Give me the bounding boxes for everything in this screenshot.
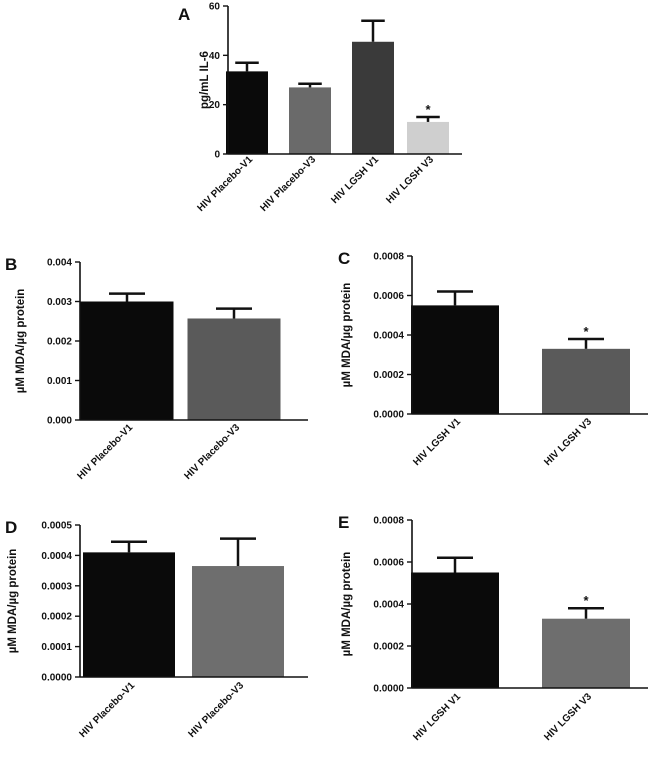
- y-tick-label: 20: [209, 100, 221, 111]
- x-category-label: HIV Placebo-V3: [182, 422, 242, 482]
- y-tick-label: 0.0004: [41, 551, 72, 562]
- bar: [226, 71, 268, 154]
- bar: [542, 348, 630, 414]
- y-tick-label: 0.0006: [373, 291, 404, 302]
- bar: [411, 305, 499, 414]
- x-category-label: HIV LGSH V3: [542, 416, 594, 468]
- y-tick-label: 60: [209, 2, 221, 13]
- panel-e: E * 0.0000 0.0002 0.0004 0.0006 0.0008 HIV LGSH…: [338, 513, 648, 743]
- y-axis-title: pg/mL IL-6: [199, 51, 211, 109]
- y-tick-label: 0.0004: [373, 331, 404, 342]
- y-tick-label: 0.0002: [41, 612, 72, 623]
- y-axis-title: µM MDA/µg protein: [15, 289, 27, 394]
- y-tick-label: 0: [214, 150, 220, 161]
- y-tick-label: 0.0003: [41, 581, 72, 592]
- y-tick-label: 0.0000: [373, 410, 404, 421]
- y-tick-label: 0.0001: [41, 642, 72, 653]
- x-category-label: HIV LGSH V1: [411, 691, 463, 743]
- y-axis-title: µM MDA/µg protein: [341, 283, 353, 388]
- significance-mark: *: [583, 593, 589, 608]
- y-axis-title: µM MDA/µg protein: [341, 552, 353, 657]
- y-tick-label: 0.0002: [373, 370, 404, 381]
- x-category-label: HIV Placebo-V3: [258, 154, 318, 214]
- bar: [352, 41, 394, 155]
- panel-letter: B: [5, 255, 17, 274]
- significance-mark: *: [425, 102, 431, 117]
- panel-letter: D: [5, 518, 17, 537]
- y-tick-label: 0.0002: [373, 642, 404, 653]
- panel-letter: E: [338, 513, 349, 532]
- panel-letter: C: [338, 249, 350, 268]
- x-category-label: HIV LGSH V3: [542, 691, 594, 743]
- y-tick-label: 0.002: [47, 337, 72, 348]
- bar: [83, 552, 175, 677]
- bar: [542, 618, 630, 688]
- y-tick-label: 0.0006: [373, 558, 404, 569]
- panel-d: D 0.0000 0.0001 0.0002 0.0003 0.0004 0.0005 HIV…: [5, 518, 308, 740]
- panel-c: C * 0.0000 0.0002 0.0004 0.0006 0.0008 HIV LGSH…: [338, 249, 648, 468]
- bar: [80, 301, 174, 420]
- panel-letter: A: [178, 5, 190, 24]
- y-tick-label: 0.0005: [41, 521, 72, 532]
- y-axis-title: µM MDA/µg protein: [7, 549, 19, 654]
- bar: [411, 572, 499, 688]
- x-category-label: HIV Placebo-V1: [195, 154, 255, 214]
- bar: [192, 566, 284, 677]
- x-category-label: HIV LGSH V3: [384, 154, 436, 206]
- x-category-label: HIV LGSH V1: [411, 416, 463, 468]
- y-tick-label: 0.0004: [373, 600, 404, 611]
- bar: [407, 121, 449, 154]
- significance-mark: *: [583, 324, 589, 339]
- y-tick-label: 0.001: [47, 376, 72, 387]
- bar: [187, 318, 281, 420]
- x-category-label: HIV Placebo-V1: [75, 422, 135, 482]
- bar: [289, 87, 331, 154]
- y-tick-label: 0.000: [47, 416, 72, 427]
- y-tick-label: 0.003: [47, 297, 72, 308]
- x-category-label: HIV LGSH V1: [329, 154, 381, 206]
- y-tick-label: 0.0000: [41, 673, 72, 684]
- x-category-label: HIV Placebo-V3: [186, 680, 246, 740]
- y-tick-label: 0.0008: [373, 252, 404, 263]
- x-category-label: HIV Placebo-V1: [77, 680, 137, 740]
- y-tick-label: 40: [209, 51, 221, 62]
- y-tick-label: 0.0008: [373, 516, 404, 527]
- panel-b: B 0.000 0.001 0.002 0.003 0.004 HIV Placebo-V1…: [5, 255, 308, 482]
- y-tick-label: 0.0000: [373, 684, 404, 695]
- y-tick-label: 0.004: [47, 258, 72, 269]
